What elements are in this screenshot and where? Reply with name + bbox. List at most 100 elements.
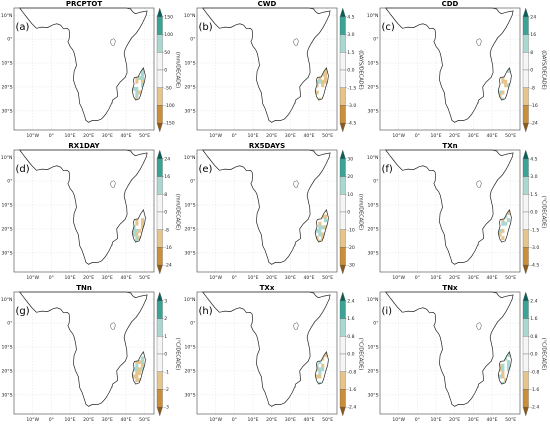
longitude-tick-label: 10°E (64, 275, 75, 281)
latitude-tick-label: 10°N (1, 297, 13, 303)
colorbar-tick-label: 16 (530, 32, 536, 38)
longitude-tick-label: 10°W (26, 133, 39, 139)
longitude-tick-label: 0° (232, 275, 237, 281)
coastline (384, 7, 514, 123)
colorbar-tick-label: 0.0 (347, 68, 354, 74)
colorbar-tick-label: 4.5 (530, 156, 537, 162)
colorbar-tick-label: -50 (164, 85, 172, 91)
longitude-tick-label: 10°W (392, 133, 405, 139)
colorbar-tick-label: 2.4 (347, 298, 354, 304)
map-svg: PRCPTOT (a)10°N 0° 10°S 20°S 30°S 10°W 0° 10°E 20… (1, 0, 181, 139)
lake-victoria (293, 38, 299, 46)
map-svg: CDD (c)10°N 0° 10°S 20°S 30°S 10°W 0° 10°E 20°E 30… (367, 0, 547, 139)
panel-letter: (f) (382, 164, 393, 175)
latitude-tick-label: 10°N (367, 13, 379, 19)
panel-title: TNn (76, 284, 92, 292)
longitude-tick-label: 40°E (120, 417, 131, 423)
colorbar-tick-label: 1.5 (530, 192, 537, 198)
longitude-tick-label: 10°W (392, 275, 405, 281)
longitude-tick-label: 30°E (102, 275, 113, 281)
latitude-tick-label: 0° (190, 321, 195, 327)
colorbar-tick-label: 1.6 (347, 316, 354, 322)
colorbar-unit-label: (mm/DECADE) (175, 194, 181, 230)
latitude-tick-label: 30°S (184, 392, 195, 398)
panel-letter: (e) (199, 164, 213, 175)
longitude-tick-label: 50°E (322, 133, 333, 139)
latitude-tick-label: 30°S (184, 108, 195, 114)
latitude-tick-label: 10°S (184, 345, 195, 351)
longitude-tick-label: 10°E (430, 133, 441, 139)
longitude-tick-label: 30°E (468, 133, 479, 139)
madagascar-coastline (131, 66, 146, 101)
longitude-tick-label: 40°E (120, 133, 131, 139)
map-frame (379, 7, 521, 131)
colorbar-tick-label: -4.5 (530, 263, 539, 269)
longitude-tick-label: 20°E (449, 133, 460, 139)
colorbar-tick-label: 3.0 (347, 32, 354, 38)
panel-letter: (g) (16, 306, 30, 317)
latitude-tick-label: 30°S (367, 392, 378, 398)
colorbar-tick-label: 1 (164, 334, 167, 340)
longitude-tick-label: 40°E (486, 417, 497, 423)
panel-title: CDD (442, 0, 459, 8)
longitude-tick-label: 10°E (247, 275, 258, 281)
panel-letter: (h) (199, 306, 213, 317)
latitude-tick-label: 30°S (1, 250, 12, 256)
colorbar-tick-label: 2 (164, 316, 167, 322)
colorbar-tick-label: 24 (530, 14, 536, 20)
longitude-tick-label: 0° (232, 133, 237, 139)
colorbar-tick-label: 3.0 (530, 174, 537, 180)
colorbar-tick-label: 2.4 (530, 298, 537, 304)
coastline (18, 149, 148, 265)
latitude-tick-label: 10°N (367, 155, 379, 161)
colorbar-tick-label: -150 (164, 121, 175, 127)
colorbar-tick-label: 24 (164, 156, 170, 162)
colorbar-tick-label: -1.5 (347, 85, 356, 91)
colorbar-tick-label: -1 (164, 369, 169, 375)
map-panel-cwd: CWD (b) 10°N 0° 10°S 20°S 30°S 10°W 0° 10°E 20°E 30… (183, 0, 366, 142)
latitude-tick-label: 10°N (367, 297, 379, 303)
colorbar-tick-label: 1.6 (530, 316, 537, 322)
longitude-tick-label: 50°E (505, 133, 516, 139)
map-panel-prcptot: PRCPTOT (a) 10°N 0° 10°S 20°S 30°S 10°W 0° 10°E 20… (0, 0, 183, 142)
map-panel-txx: TXx (h) 10°N 0° 10°S 20°S 30°S 10°W 0° 10°E 20°E 30… (183, 284, 366, 426)
longitude-tick-label: 10°E (247, 133, 258, 139)
latitude-tick-label: 30°S (367, 108, 378, 114)
colorbar-tick-label: -3.0 (347, 103, 356, 109)
colorbar-unit-label: (°C/DECADE) (541, 338, 547, 371)
map-frame (196, 291, 338, 415)
latitude-tick-label: 20°S (367, 227, 378, 233)
longitude-tick-label: 0° (49, 417, 54, 423)
longitude-tick-label: 20°E (83, 133, 94, 139)
map-svg: TNn(g)10°N0°10°S20°S30°S10°W 0° 10°E 20°E 30… (1, 284, 181, 423)
colorbar-tick-label: -16 (530, 103, 538, 109)
latitude-tick-label: 0° (7, 37, 12, 43)
colorbar-tick-label: 4.5 (347, 14, 354, 20)
latitude-tick-label: 10°S (367, 203, 378, 209)
longitude-tick-label: 50°E (139, 417, 150, 423)
longitude-tick-label: 10°E (247, 417, 258, 423)
madagascar-coastline (497, 350, 512, 385)
colorbar-unit-label: (°C/DECADE) (358, 338, 364, 371)
map-frame (196, 7, 338, 131)
latitude-tick-label: 10°N (184, 155, 196, 161)
colorbar-tick-label: -2.4 (347, 405, 356, 411)
panel-letter: (d) (16, 164, 30, 175)
longitude-tick-label: 40°E (486, 275, 497, 281)
colorbar-tick-label: 8 (164, 192, 167, 198)
coastline (384, 291, 514, 407)
latitude-tick-label: 30°S (1, 108, 12, 114)
colorbar-tick-label: -2.4 (530, 405, 539, 411)
colorbar-unit-label: (°C/DECADE) (175, 338, 181, 371)
latitude-tick-label: 10°N (184, 297, 196, 303)
longitude-tick-label: 30°E (468, 275, 479, 281)
longitude-tick-label: 20°E (266, 133, 277, 139)
longitude-tick-label: 30°E (285, 133, 296, 139)
colorbar-unit-label: (mm/DECADE) (358, 194, 364, 230)
longitude-tick-label: 10°W (392, 417, 405, 423)
lake-victoria (476, 180, 482, 188)
colorbar-tick-label: 0 (164, 210, 167, 216)
longitude-tick-label: 0° (415, 275, 420, 281)
latitude-tick-label: 30°S (367, 250, 378, 256)
longitude-tick-label: 10°E (64, 417, 75, 423)
